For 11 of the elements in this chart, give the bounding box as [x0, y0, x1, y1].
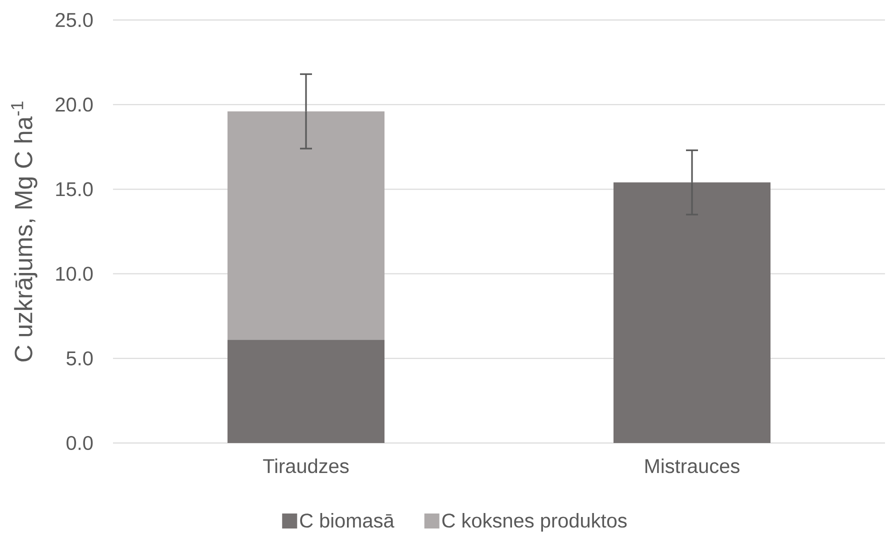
y-tick-label: 25.0 [56, 12, 93, 28]
y-tick-label: 20.0 [56, 98, 93, 112]
y-tick-label: 0.0 [66, 436, 93, 450]
legend-label: C biomasā [300, 513, 394, 528]
legend-label: C koksnes produktos [442, 513, 627, 532]
y-tick-label: 10.0 [56, 266, 93, 281]
y-tick-label: 15.0 [56, 182, 93, 196]
x-tick-label: Tiraudzes [263, 458, 349, 474]
y-tick-label: 5.0 [66, 351, 93, 366]
x-tick-label: Mistrauces [645, 458, 740, 474]
y-axis-title: C uzkrājums, Mg C ha$^{-1}$ [11, 102, 38, 362]
